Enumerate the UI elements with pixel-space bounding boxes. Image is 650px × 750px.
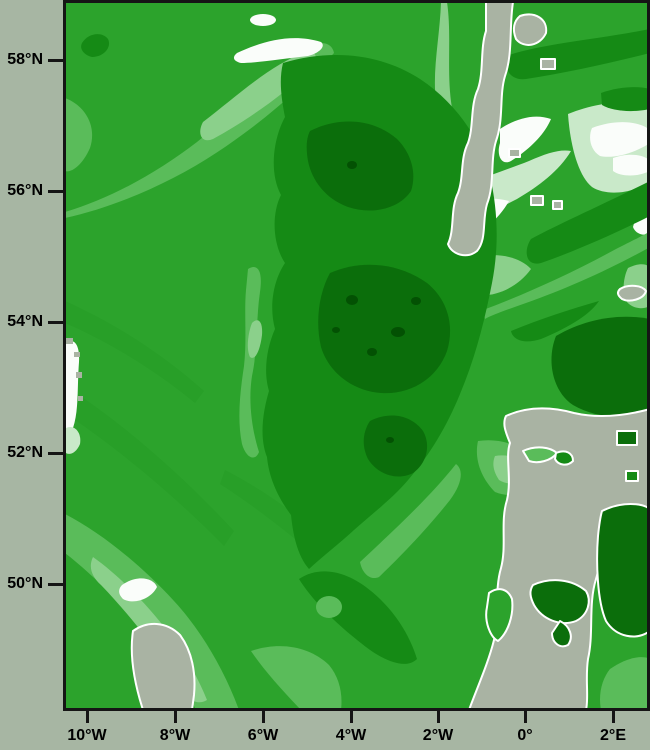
- nodata-patch: [530, 195, 544, 206]
- y-tick-label: 52°N: [7, 444, 43, 461]
- contour-blob: [65, 514, 239, 708]
- y-tick-label: 50°N: [7, 575, 43, 592]
- contour-blob: [65, 426, 81, 454]
- nodata-patch: [508, 148, 521, 158]
- nodata-band-north: [447, 2, 514, 257]
- x-tick: [611, 710, 615, 723]
- contour-blob: [299, 571, 417, 664]
- contour-blob: [551, 620, 572, 648]
- west-light-band: [239, 267, 461, 579]
- contour-blob: [386, 437, 394, 443]
- nodata-fleck: [74, 352, 80, 357]
- x-tick-label: 2°E: [600, 727, 626, 744]
- x-tick: [261, 710, 265, 723]
- contour-blob: [306, 121, 414, 211]
- dark-shading-regions: [81, 29, 648, 569]
- contour-blob: [596, 503, 648, 638]
- plot-frame-bottom: [63, 708, 650, 711]
- contour-blob: [590, 122, 648, 157]
- y-tick: [48, 58, 64, 62]
- y-tick: [48, 320, 64, 324]
- contour-blob: [391, 327, 405, 337]
- contour-blob: [625, 470, 639, 482]
- southeast-overlay-patches: [485, 430, 648, 708]
- contour-blob: [65, 301, 204, 403]
- contour-blob: [360, 464, 461, 579]
- contour-blob: [346, 295, 358, 305]
- contour-blob: [483, 232, 648, 319]
- contour-blob: [616, 430, 638, 446]
- nodata-patch: [552, 200, 563, 210]
- x-tick: [523, 710, 527, 723]
- y-tick-label: 56°N: [7, 182, 43, 199]
- nodata-patch: [512, 13, 548, 46]
- contour-blob: [251, 646, 342, 708]
- contour-blob: [316, 596, 342, 618]
- contour-blob: [81, 34, 110, 57]
- y-tick: [48, 582, 64, 586]
- x-tick: [349, 710, 353, 723]
- y-tick-label: 54°N: [7, 313, 43, 330]
- x-tick-label: 6°W: [247, 727, 279, 744]
- plot-frame-left: [63, 0, 66, 711]
- x-tick-label: 0°: [517, 727, 533, 744]
- x-tick-label: 10°W: [67, 727, 107, 744]
- contour-blob: [233, 38, 323, 63]
- south-dark-band: [299, 571, 417, 664]
- contour-blob: [65, 340, 80, 432]
- contour-blob: [65, 98, 93, 172]
- contour-blob: [551, 316, 648, 417]
- x-tick: [85, 710, 89, 723]
- contour-blob: [239, 267, 261, 458]
- contour-blob: [65, 386, 234, 546]
- contour-blob: [250, 14, 276, 26]
- x-tick-label: 8°W: [159, 727, 191, 744]
- contour-blob: [363, 415, 428, 477]
- nodata-fleck: [76, 372, 82, 378]
- nodata-patch: [616, 284, 647, 302]
- contour-blob: [526, 181, 648, 264]
- contour-blob: [600, 657, 648, 708]
- nodata-fleck: [78, 396, 83, 401]
- x-tick: [436, 710, 440, 723]
- x-tick-label: 4°W: [335, 727, 367, 744]
- contour-blob: [613, 154, 648, 176]
- nodata-fleck: [66, 338, 73, 344]
- contour-blob: [411, 297, 421, 305]
- y-tick-label: 58°N: [7, 51, 43, 68]
- y-tick: [48, 451, 64, 455]
- nodata-gray-regions: [130, 2, 648, 708]
- x-tick: [173, 710, 177, 723]
- x-tick-label: 2°W: [422, 727, 454, 744]
- contour-blob: [347, 161, 357, 169]
- contour-blob: [554, 450, 574, 466]
- contour-blob: [367, 348, 377, 356]
- contour-blob: [511, 301, 599, 342]
- nodata-patch: [540, 58, 556, 70]
- plot-frame-top: [63, 0, 650, 3]
- contour-blob: [119, 578, 157, 602]
- contour-blob: [601, 87, 648, 112]
- contour-blob: [485, 588, 514, 642]
- contour-blob: [332, 327, 340, 333]
- y-tick: [48, 189, 64, 193]
- plot-frame-right: [647, 0, 650, 711]
- contour-blob: [529, 579, 590, 624]
- contour-blob: [247, 320, 263, 358]
- nodata-island-southwest: [130, 623, 196, 708]
- west-edge-sliver: [65, 338, 83, 454]
- nodata-continent-southeast: [468, 407, 648, 708]
